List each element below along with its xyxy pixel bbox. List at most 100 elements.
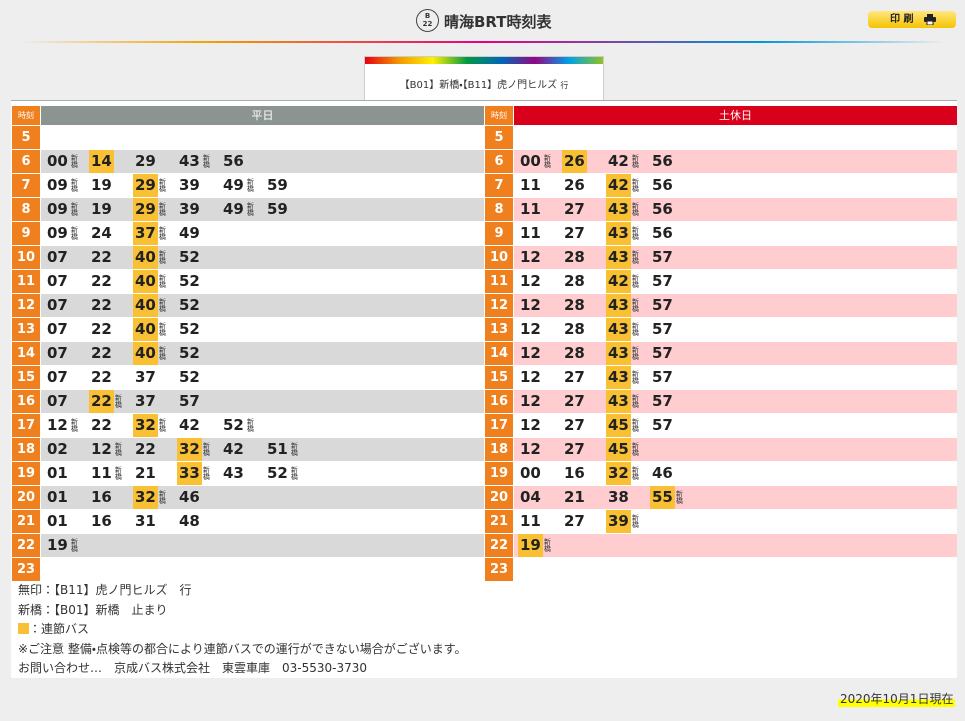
- departure: 59: [265, 174, 309, 197]
- hour-cell: 8: [485, 198, 514, 221]
- departure: 19 新橋: [518, 534, 562, 557]
- departure-minute: 29: [135, 152, 156, 170]
- departure: 11: [518, 510, 562, 533]
- minutes-cell: 07 22 37 52: [41, 366, 484, 389]
- minutes-cell: 11 27 43 新橋 56: [514, 222, 957, 245]
- hour-cell: 12: [485, 294, 514, 317]
- departure-minute: 27: [564, 512, 585, 530]
- destination-mark: 新橋: [675, 489, 683, 505]
- departure: 29: [133, 150, 177, 173]
- destination-mark: 新橋: [631, 369, 639, 385]
- departure: 09 新橋: [45, 174, 89, 197]
- departure-minute: 49: [223, 176, 244, 194]
- note-text: ※ご注意 整備・点検等の都合により連節バスでの運行ができない場合がございます。: [18, 641, 467, 656]
- departure-minute: 27: [564, 224, 585, 242]
- hour-cell: 16: [12, 390, 41, 413]
- hour-cell: 23: [12, 558, 41, 581]
- print-button[interactable]: 印 刷: [868, 11, 956, 28]
- note-text: 無印：【B11】虎ノ門ヒルズ 行: [18, 583, 192, 597]
- minutes-cell: 12 27 45 新橋: [514, 438, 957, 461]
- note-line: お問い合わせ… 京成バス株式会社 東雲車庫 03-5530-3730: [18, 659, 467, 679]
- minutes-cell: 11 27 43 新橋 56: [514, 198, 957, 221]
- hour-header: 時刻: [12, 106, 41, 125]
- destination-mark: 新橋: [631, 249, 639, 265]
- divider: [20, 41, 945, 43]
- departure: 29 新橋: [133, 198, 177, 221]
- departure: 07: [45, 294, 89, 317]
- departure-minute: 21: [135, 464, 156, 482]
- destination-mark: 新橋: [246, 177, 254, 193]
- hour-cell: 21: [485, 510, 514, 533]
- departure: 19: [89, 198, 133, 221]
- destination-mark: 新橋: [70, 153, 78, 169]
- departure: 07: [45, 270, 89, 293]
- hour-cell: 13: [12, 318, 41, 341]
- hour-cell: 13: [485, 318, 514, 341]
- departure: 16: [89, 510, 133, 533]
- departure: 07: [45, 246, 89, 269]
- departure-minute: 27: [564, 368, 585, 386]
- departure: 01: [45, 486, 89, 509]
- departure-minute: 07: [47, 272, 68, 290]
- departure: 14: [89, 150, 133, 173]
- timetable-row: 17 12 新橋 22 32 新橋 42 52 新橋: [12, 413, 484, 437]
- departure: 32 新橋: [177, 438, 221, 461]
- timetable-row: 9 11 27 43 新橋 56: [485, 221, 957, 245]
- timetable-row: 7 09 新橋 19 29 新橋 39 49 新橋 59: [12, 173, 484, 197]
- hour-cell: 19: [485, 462, 514, 485]
- departure: 39: [177, 198, 221, 221]
- departure-minute: 57: [652, 368, 673, 386]
- departure: 26: [562, 150, 606, 173]
- departure-minute: 39: [179, 200, 200, 218]
- route-tab[interactable]: 【B01】新橋・【B11】虎ノ門ヒルズ 行: [364, 56, 604, 101]
- departure: 38: [606, 486, 650, 509]
- departure-minute: 22: [91, 344, 112, 362]
- timetable-row: 11 12 28 42 新橋 57: [485, 269, 957, 293]
- departure: 43 新橋: [606, 366, 650, 389]
- departure: 42: [177, 414, 221, 437]
- departure: 12: [518, 270, 562, 293]
- departure: 19: [89, 174, 133, 197]
- destination-mark: 新橋: [158, 225, 166, 241]
- departure: 01: [45, 462, 89, 485]
- destination-mark: 新橋: [631, 393, 639, 409]
- departure: 43 新橋: [606, 198, 650, 221]
- departure: 42 新橋: [606, 150, 650, 173]
- hour-cell: 22: [485, 534, 514, 557]
- departure: 00 新橋: [518, 150, 562, 173]
- timetable-row: 21 11 27 39 新橋: [485, 509, 957, 533]
- timetable-row: 6 00 新橋 14 29 43 新橋 56: [12, 149, 484, 173]
- departure: 11 新橋: [89, 462, 133, 485]
- departure: 26: [562, 174, 606, 197]
- destination-mark: 新橋: [631, 225, 639, 241]
- note-line: 無印：【B11】虎ノ門ヒルズ 行: [18, 581, 467, 601]
- minutes-cell: 12 28 43 新橋 57: [514, 342, 957, 365]
- departure: 22: [89, 366, 133, 389]
- departure: 22 新橋: [89, 390, 133, 413]
- timetable-row: 16 07 22 新橋 37 57: [12, 389, 484, 413]
- departure-minute: 14: [89, 150, 114, 173]
- departure: 39 新橋: [606, 510, 650, 533]
- timetable-row: 5: [485, 125, 957, 149]
- departure: 52: [177, 318, 221, 341]
- timetable-row: 13 07 22 40 新橋 52: [12, 317, 484, 341]
- departure-minute: 43: [223, 464, 244, 482]
- departure: 00: [518, 462, 562, 485]
- hour-cell: 18: [485, 438, 514, 461]
- departure: 52: [177, 294, 221, 317]
- departure-minute: 32: [606, 462, 631, 485]
- minutes-cell: 04 21 38 55 新橋: [514, 486, 957, 509]
- departure-minute: 40: [133, 318, 158, 341]
- minutes-cell: 11 27 39 新橋: [514, 510, 957, 533]
- departure-minute: 33: [177, 462, 202, 485]
- departure-minute: 37: [135, 392, 156, 410]
- minutes-cell: [514, 558, 957, 581]
- note-line: ：連節バス: [18, 620, 467, 640]
- hour-cell: 5: [485, 126, 514, 149]
- table-header: 時刻 平日: [12, 106, 484, 125]
- departure-minute: 12: [520, 416, 541, 434]
- hour-cell: 9: [485, 222, 514, 245]
- departure-minute: 55: [650, 486, 675, 509]
- hour-cell: 6: [485, 150, 514, 173]
- departure: 49: [177, 222, 221, 245]
